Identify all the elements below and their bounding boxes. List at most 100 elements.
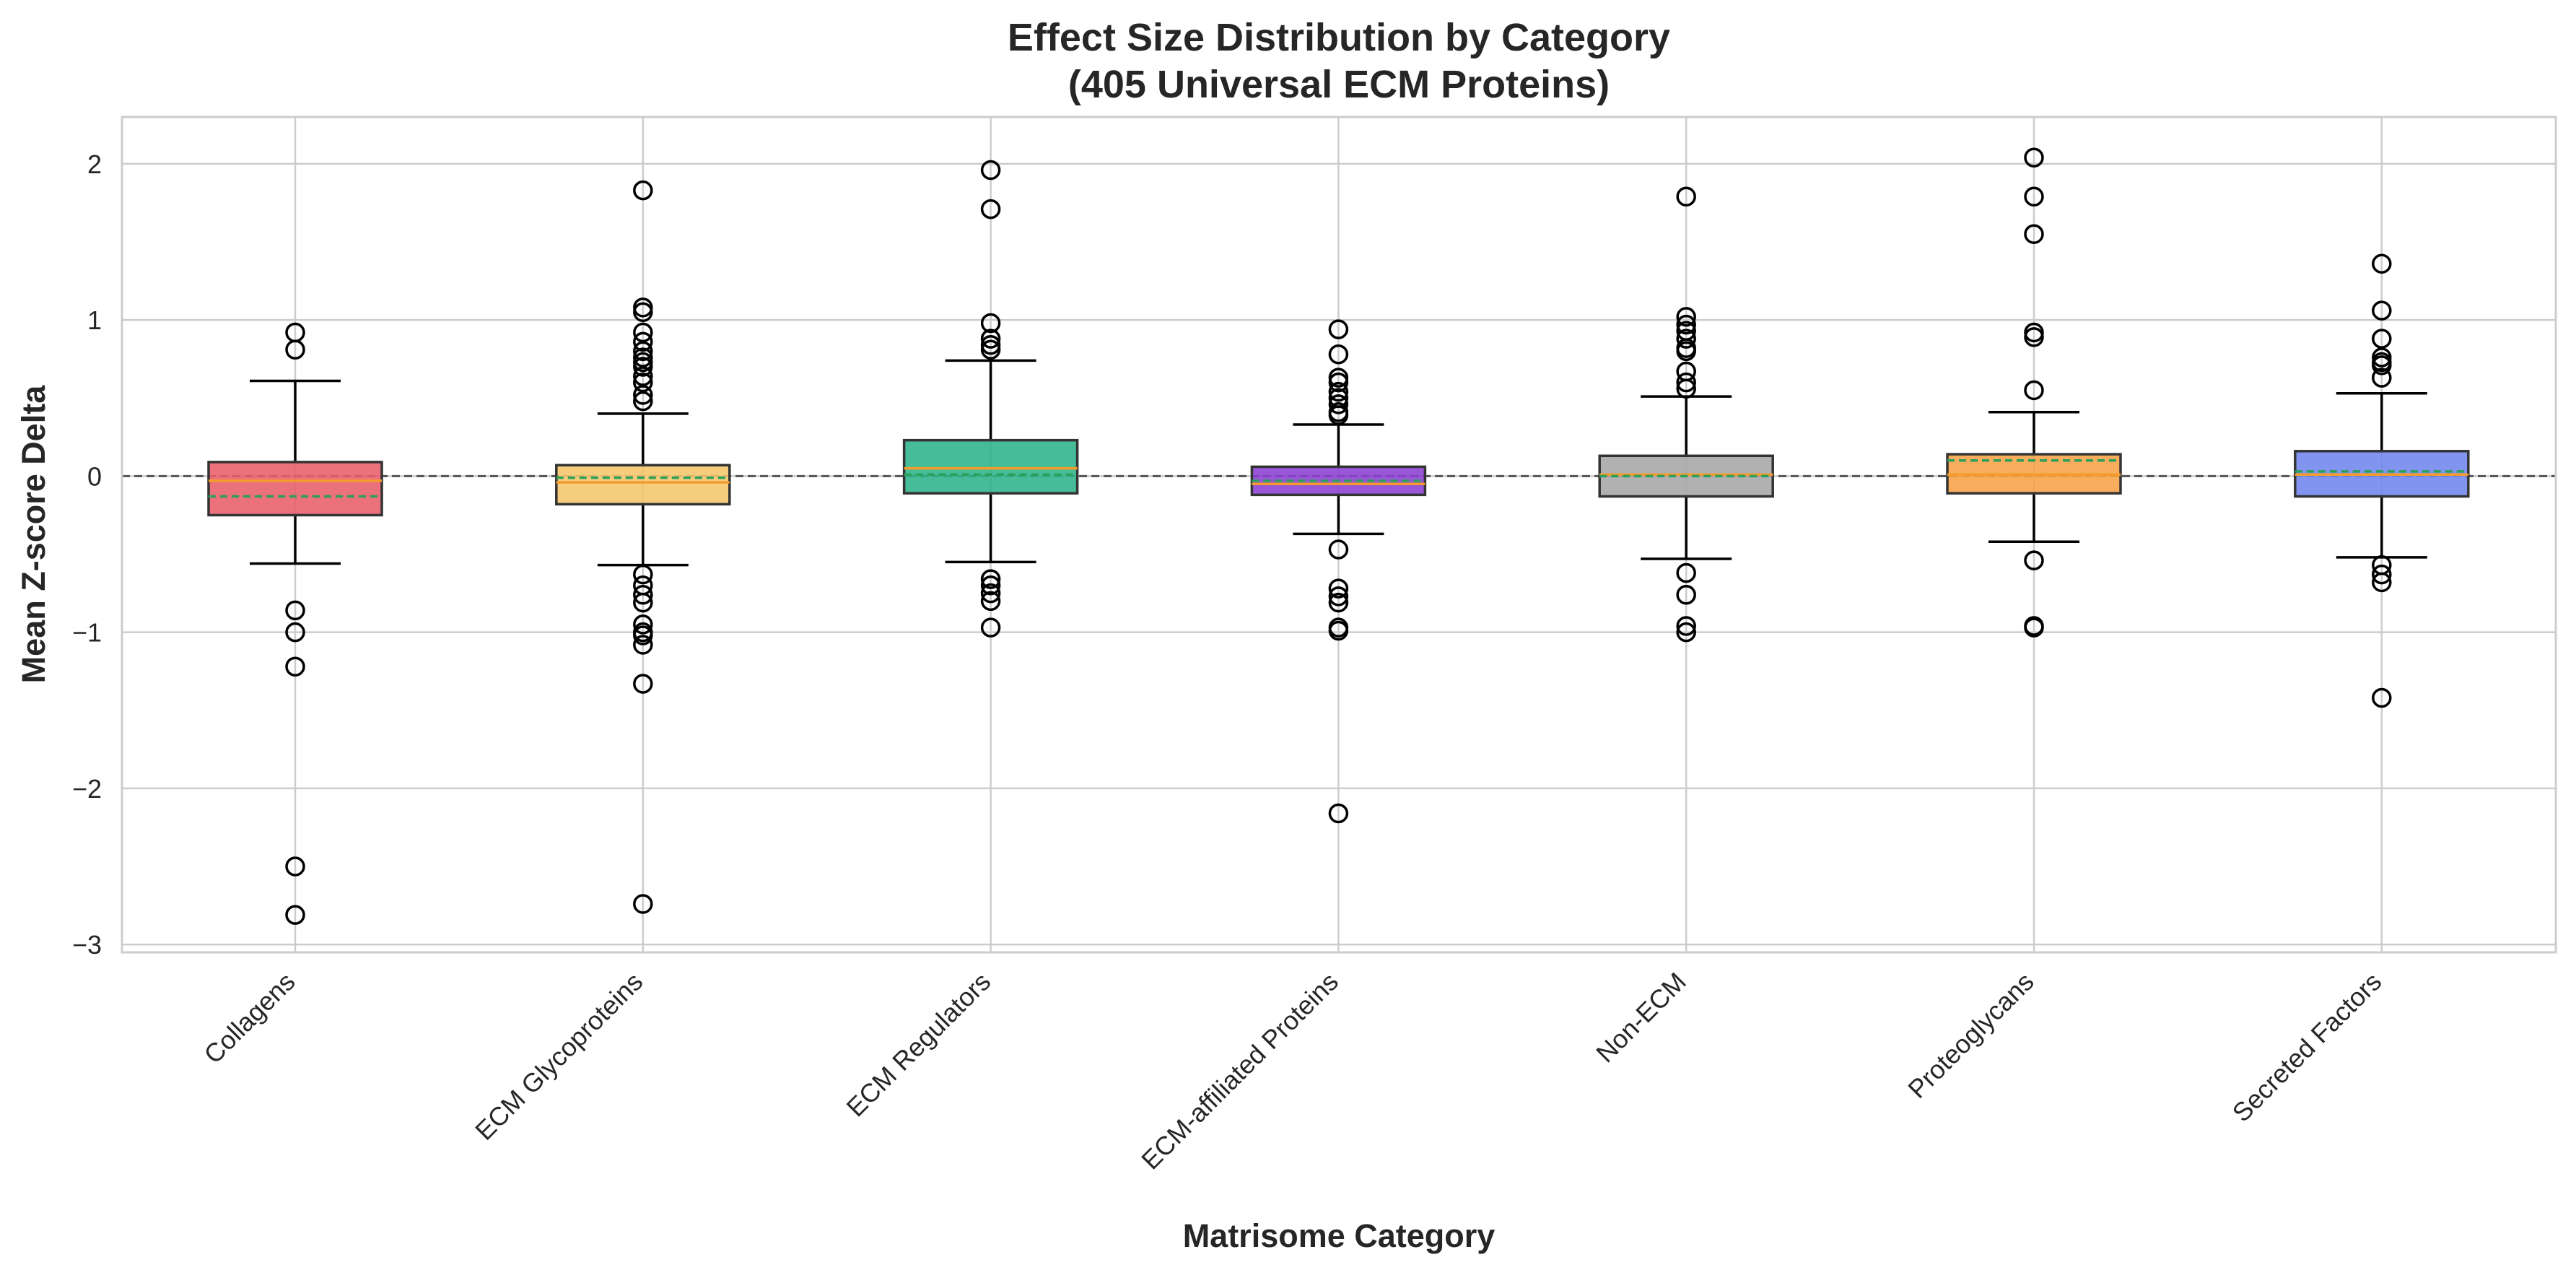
outlier-point	[1328, 381, 1349, 402]
outlier-point	[285, 622, 305, 643]
outlier-point	[633, 180, 653, 201]
outlier-point	[2024, 327, 2044, 347]
y-axis-ticks: 2 1 0 −1 −2 −3	[72, 149, 102, 960]
outlier-point	[980, 569, 1001, 589]
box-group	[555, 180, 731, 914]
x-tick-label: ECM Glycoproteins	[469, 967, 648, 1146]
outlier-point	[980, 583, 1001, 604]
box-series	[207, 147, 2470, 925]
outlier-point	[2024, 186, 2044, 207]
plot-frame	[121, 116, 2557, 954]
y-tick-label: 2	[87, 149, 102, 179]
box-group	[2294, 253, 2470, 708]
outlier-point	[633, 625, 653, 645]
outlier-point	[633, 391, 653, 412]
box-group	[207, 322, 383, 925]
outlier-point	[2372, 368, 2392, 388]
outlier-point	[2372, 329, 2392, 349]
outlier-point	[980, 591, 1001, 612]
outlier-point	[633, 564, 653, 585]
outlier-point	[2024, 380, 2044, 401]
outlier-point	[980, 199, 1001, 219]
x-tick-label: ECM Regulators	[841, 967, 997, 1123]
box-iqr	[207, 461, 383, 517]
outlier-point	[980, 617, 1001, 638]
outlier-point	[633, 372, 653, 393]
box-iqr	[555, 464, 731, 506]
outlier-point	[633, 302, 653, 323]
x-tick-label: ECM-affiliated Proteins	[1135, 967, 1344, 1175]
outlier-point	[1676, 329, 1696, 349]
box-group	[1598, 186, 1774, 643]
y-tick-label: 0	[87, 461, 102, 491]
outlier-point	[1328, 803, 1349, 824]
outlier-point	[1328, 578, 1349, 599]
outlier-point	[633, 894, 653, 914]
outlier-point	[1676, 307, 1696, 327]
outlier-point	[633, 322, 653, 343]
x-tick-label: Non-ECM	[1590, 967, 1692, 1069]
outlier-point	[633, 366, 653, 386]
outlier-point	[633, 674, 653, 694]
outlier-point	[2372, 355, 2392, 375]
outlier-point	[1328, 620, 1349, 641]
y-tick-label: −3	[72, 930, 102, 960]
y-axis-label: Mean Z-score Delta	[15, 385, 52, 684]
outlier-point	[1676, 622, 1696, 643]
outlier-point	[1676, 372, 1696, 393]
outlier-point	[2024, 147, 2044, 168]
outlier-point	[1328, 539, 1349, 560]
outlier-point	[980, 339, 1001, 360]
box-iqr	[902, 438, 1079, 495]
x-axis-ticks: Collagens ECM Glycoproteins ECM Regulators…	[198, 967, 2387, 1175]
outlier-point	[633, 635, 653, 655]
outlier-point	[980, 575, 1001, 596]
outlier-point	[633, 331, 653, 352]
chart-title-line-1: Effect Size Distribution by Category	[1008, 16, 1670, 59]
x-tick-label: Collagens	[198, 967, 300, 1069]
x-tick-label: Proteoglycans	[1902, 967, 2039, 1104]
outlier-point	[1676, 378, 1696, 399]
outlier-point	[633, 614, 653, 635]
outlier-point	[633, 357, 653, 377]
outlier-point	[2024, 224, 2044, 244]
outlier-point	[2372, 572, 2392, 593]
y-tick-label: −2	[72, 774, 102, 804]
outlier-point	[285, 656, 305, 677]
x-axis-label: Matrisome Category	[1183, 1217, 1496, 1254]
outlier-point	[980, 329, 1001, 349]
outlier-point	[1676, 562, 1696, 583]
outlier-point	[633, 385, 653, 405]
outlier-point	[1328, 592, 1349, 613]
outlier-point	[1328, 394, 1349, 414]
box-group	[1946, 147, 2122, 638]
outlier-point	[1676, 341, 1696, 362]
outlier-point	[2372, 300, 2392, 321]
outlier-point	[1328, 319, 1349, 339]
outlier-point	[1676, 585, 1696, 605]
box-group	[902, 160, 1079, 638]
outlier-point	[2372, 253, 2392, 274]
outlier-point	[1676, 314, 1696, 335]
outlier-point	[1328, 405, 1349, 425]
box-group	[1250, 319, 1427, 824]
outlier-point	[633, 585, 653, 605]
outlier-point	[1328, 344, 1349, 365]
outlier-point	[285, 600, 305, 621]
outlier-point	[285, 905, 305, 925]
outlier-point	[633, 592, 653, 613]
outlier-point	[285, 856, 305, 877]
outlier-point	[633, 341, 653, 362]
outlier-point	[285, 339, 305, 360]
y-tick-label: 1	[87, 305, 102, 335]
outlier-point	[2024, 617, 2044, 638]
chart-title-line-2: (405 Universal ECM Proteins)	[1068, 63, 1610, 106]
outlier-point	[980, 313, 1001, 334]
x-tick-label: Secreted Factors	[2227, 967, 2388, 1128]
y-tick-label: −1	[72, 618, 102, 648]
outlier-point	[1676, 186, 1696, 207]
outlier-point	[1328, 586, 1349, 607]
outlier-point	[1328, 372, 1349, 393]
outlier-point	[980, 160, 1001, 181]
